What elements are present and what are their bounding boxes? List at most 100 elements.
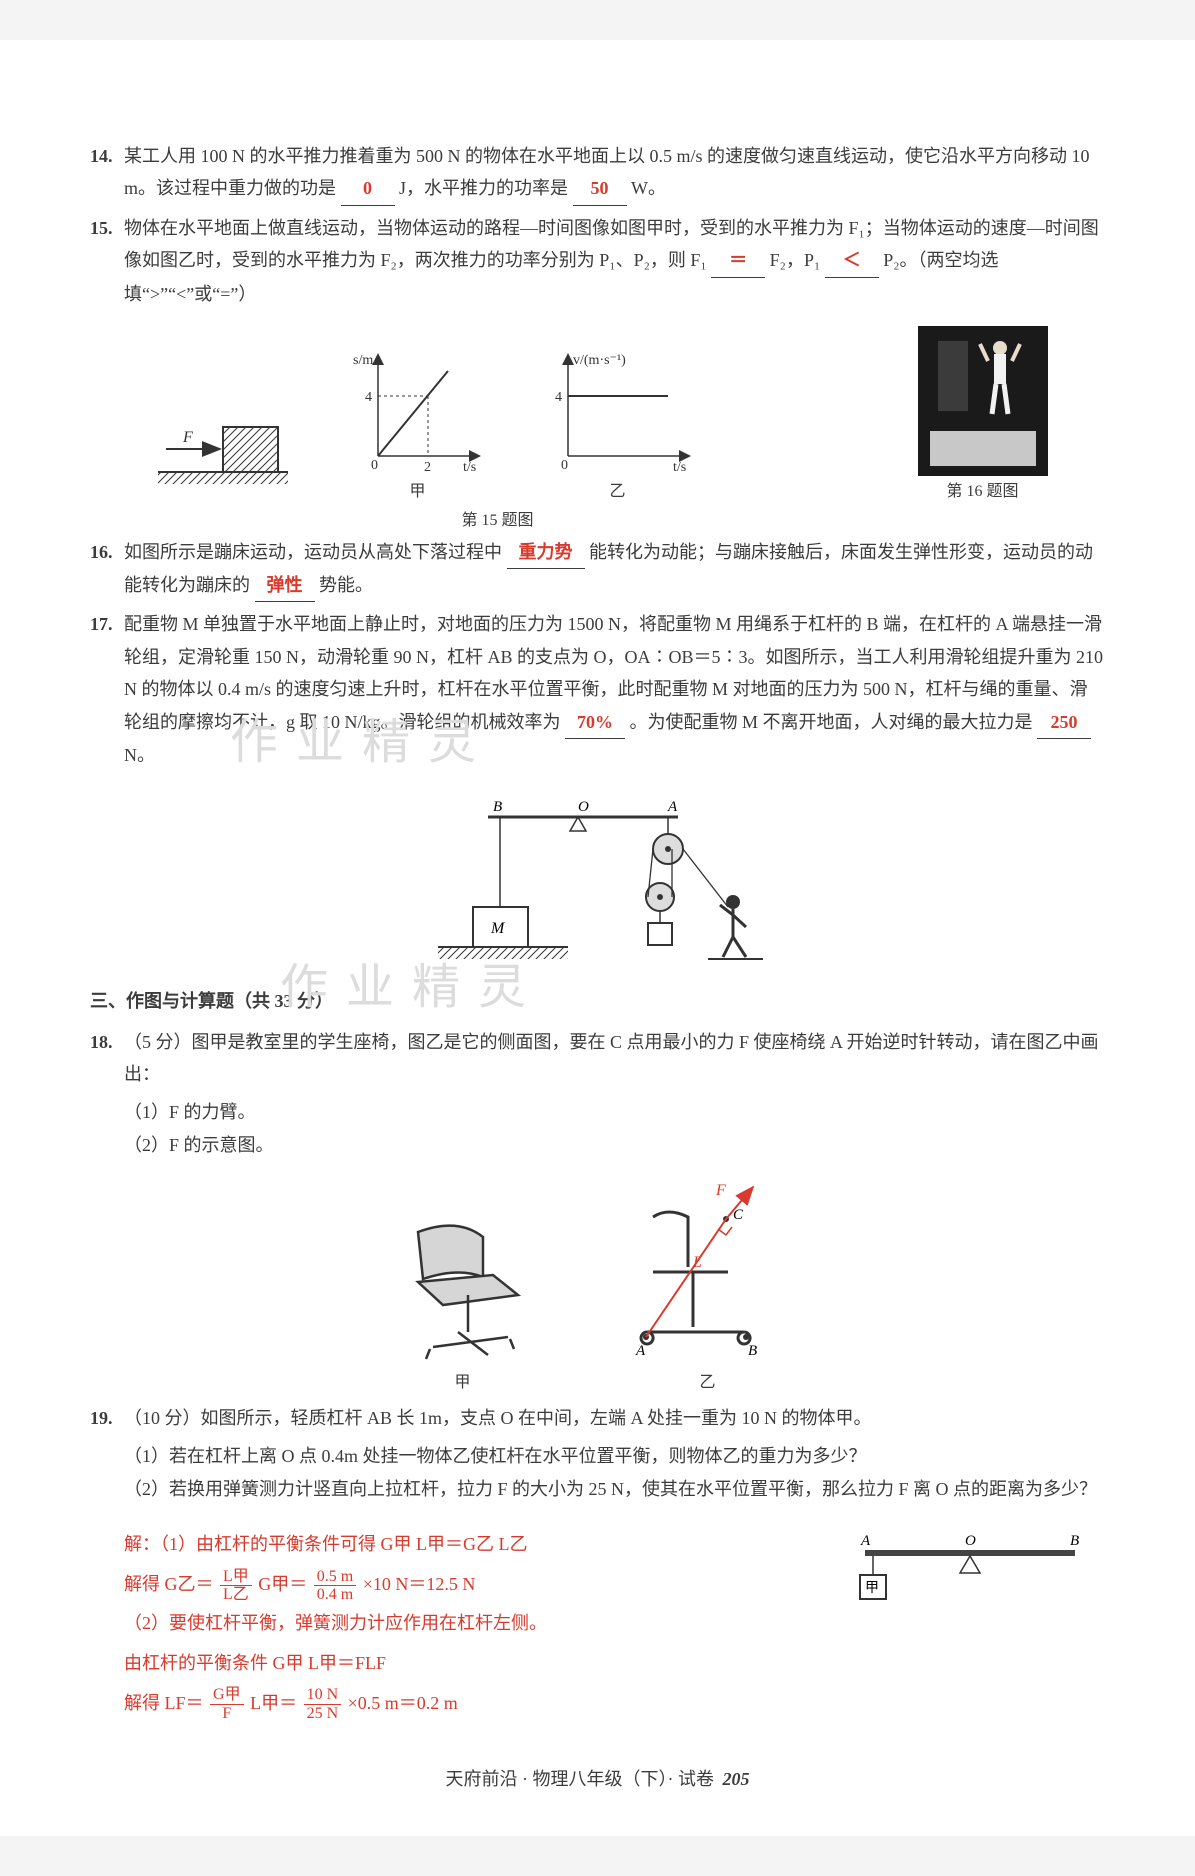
q19-p2: （2）若换用弹簧测力计竖直向上拉杠杆，拉力 F 的大小为 25 N，使其在水平位… [124, 1473, 1105, 1505]
graph-jia-icon: s/m t/s 0 4 2 [348, 346, 488, 476]
q16-answer-2: 弹性 [255, 569, 315, 602]
q14-answer-1: 0 [341, 172, 395, 205]
q17-label-o: O [578, 799, 589, 815]
q19-l2f2d: 0.4 m [314, 1586, 356, 1604]
q18-label-b: B [748, 1343, 757, 1359]
q15-answer-1: ＝ [711, 244, 765, 277]
q19-l2f2n: 0.5 m [314, 1568, 356, 1587]
fig-16-photo: 第 16 题图 [918, 326, 1048, 507]
graph-jia-xtick: 2 [424, 460, 431, 475]
q17-body: 配重物 M 单独置于水平地面上静止时，对地面的压力为 1500 N，将配重物 M… [124, 608, 1105, 771]
q19-l2f1n: L甲 [220, 1568, 252, 1587]
q18-num: 18. [90, 1026, 124, 1091]
q19-body: （10 分）如图所示，轻质杠杆 AB 长 1m，支点 O 在中间，左端 A 处挂… [124, 1402, 1105, 1434]
q19-label-a: A [860, 1533, 871, 1549]
fig-16-caption: 第 16 题图 [918, 478, 1048, 507]
q16-answer-1: 重力势 [507, 536, 585, 569]
fig-15-graph-yi: v/(m·s⁻¹) t/s 0 4 乙 [538, 346, 698, 507]
pulley-lever-icon: M B O A [428, 787, 768, 967]
question-15: 15. 物体在水平地面上做直线运动，当物体运动的路程—时间图像如图甲时，受到的水… [90, 212, 1105, 310]
footer-page: 205 [723, 1769, 750, 1789]
q18-body: （5 分）图甲是教室里的学生座椅，图乙是它的侧面图，要在 C 点用最小的力 F … [124, 1026, 1105, 1091]
q19-sol-l1: 解：（1）由杠杆的平衡条件可得 G甲 L甲＝G乙 L乙 [124, 1525, 845, 1565]
fig-18-yi-label: 乙 [598, 1369, 818, 1398]
graph-yi-icon: v/(m·s⁻¹) t/s 0 4 [538, 346, 698, 476]
q17-label-b: B [493, 799, 502, 815]
q19-sol-l2: 解得 G乙＝ L甲L乙 G甲＝ 0.5 m0.4 m ×10 N＝12.5 N [124, 1565, 845, 1605]
q14-text-c: W。 [631, 178, 666, 198]
q18-label-a: A [635, 1343, 646, 1359]
question-16: 16. 如图所示是蹦床运动，运动员从高处下落过程中 重力势 能转化为动能；与蹦床… [90, 536, 1105, 603]
q17-text-b: 。为使配重物 M 不离开地面，人对绳的最大拉力是 [630, 712, 1033, 732]
chair-3d-icon [378, 1197, 548, 1367]
question-14: 14. 某工人用 100 N 的水平推力推着重为 500 N 的物体在水平地面上… [90, 140, 1105, 206]
q19-l5f2d: 25 N [304, 1705, 342, 1723]
q19-l5f2n: 10 N [304, 1686, 342, 1705]
q19-label-jia: 甲 [865, 1581, 879, 1596]
q19-l2f1d: L乙 [220, 1586, 252, 1604]
figure-17: M B O A [90, 787, 1105, 967]
q18-p2: （2）F 的示意图。 [124, 1129, 1105, 1161]
q18-text-a: （5 分）图甲是教室里的学生座椅，图乙是它的侧面图，要在 C 点用最小的力 F … [124, 1032, 1099, 1084]
graph-yi-xlabel: t/s [673, 460, 686, 475]
fig-15-block: F [148, 397, 298, 507]
figure-18: 甲 A [90, 1177, 1105, 1398]
q17-label-m: M [490, 920, 506, 937]
question-19: 19. （10 分）如图所示，轻质杠杆 AB 长 1m，支点 O 在中间，左端 … [90, 1402, 1105, 1434]
q19-l5f1d: F [210, 1705, 244, 1723]
figure-row-15-16: F s/m t/s 0 4 2 甲 [90, 326, 1105, 507]
fig-15-graph-jia: s/m t/s 0 4 2 甲 [348, 346, 488, 507]
q18-label-f: F [715, 1182, 726, 1199]
svg-text:0: 0 [561, 458, 568, 473]
graph-yi-sub: 乙 [538, 478, 698, 507]
q19-sol-l2c: ×10 N＝12.5 N [363, 1574, 476, 1594]
graph-jia-ylabel: s/m [353, 353, 373, 368]
q19-num: 19. [90, 1402, 124, 1434]
fig-18-yi: A B C L F 乙 [598, 1177, 818, 1398]
figure-19: A O B 甲 [845, 1525, 1105, 1615]
q19-p1: （1）若在杠杆上离 O 点 0.4m 处挂一物体乙使杠杆在水平位置平衡，则物体乙… [124, 1440, 1105, 1472]
q19-sol-l5c: ×0.5 m＝0.2 m [348, 1693, 458, 1713]
q16-num: 16. [90, 536, 124, 603]
q15-text-b: F₂，P₁ [770, 250, 821, 270]
q15-body: 物体在水平地面上做直线运动，当物体运动的路程—时间图像如图甲时，受到的水平推力为… [124, 212, 1105, 310]
q16-text-a: 如图所示是蹦床运动，运动员从高处下落过程中 [124, 542, 502, 562]
q17-label-a: A [667, 799, 678, 815]
q18-p1: （1）F 的力臂。 [124, 1096, 1105, 1128]
q16-text-c: 势能。 [319, 575, 373, 595]
q15-answer-2: ＜ [825, 244, 879, 277]
q19-sol-l2b: G甲＝ [258, 1574, 307, 1594]
chair-side-icon: A B C L F [598, 1177, 818, 1367]
graph-jia-sub: 甲 [348, 478, 488, 507]
q16-body: 如图所示是蹦床运动，运动员从高处下落过程中 重力势 能转化为动能；与蹦床接触后，… [124, 536, 1105, 603]
q17-text-c: N。 [124, 745, 155, 765]
trampoline-photo-icon [918, 326, 1048, 476]
question-17: 17. 配重物 M 单独置于水平地面上静止时，对地面的压力为 1500 N，将配… [90, 608, 1105, 771]
q15-num: 15. [90, 212, 124, 310]
q14-text-b: J，水平推力的功率是 [399, 178, 568, 198]
fig-18-jia-label: 甲 [378, 1369, 548, 1398]
q19-solution-row: 解：（1）由杠杆的平衡条件可得 G甲 L甲＝G乙 L乙 解得 G乙＝ L甲L乙 … [90, 1525, 1105, 1723]
page: 作业精灵 作业精灵 14. 某工人用 100 N 的水平推力推着重为 500 N… [0, 40, 1195, 1836]
page-footer: 天府前沿 · 物理八年级（下）· 试卷 205 [90, 1763, 1105, 1795]
lever-q19-icon: A O B 甲 [845, 1525, 1095, 1615]
graph-yi-ytick: 4 [555, 390, 562, 405]
q19-l5f1n: G甲 [210, 1686, 244, 1705]
q17-answer-2: 250 [1037, 706, 1091, 739]
svg-text:0: 0 [371, 458, 378, 473]
graph-yi-ylabel: v/(m·s⁻¹) [573, 353, 626, 368]
q19-sol-l5a: 解得 LF＝ [124, 1693, 204, 1713]
q14-answer-2: 50 [573, 172, 627, 205]
q14-body: 某工人用 100 N 的水平推力推着重为 500 N 的物体在水平地面上以 0.… [124, 140, 1105, 206]
q19-sol-l2a: 解得 G乙＝ [124, 1574, 214, 1594]
graph-jia-ytick: 4 [365, 390, 372, 405]
q19-sol-l5: 解得 LF＝ G甲F L甲＝ 10 N25 N ×0.5 m＝0.2 m [124, 1684, 845, 1724]
q19-sol-l4: 由杠杆的平衡条件 G甲 L甲＝FLF [124, 1644, 845, 1684]
fig-15-caption: 第 15 题图 [0, 507, 1105, 536]
section-3-title: 三、作图与计算题（共 33 分） [90, 985, 1105, 1017]
svg-text:F: F [182, 429, 193, 446]
q19-sol-l5b: L甲＝ [250, 1693, 297, 1713]
q17-answer-1: 70% [565, 706, 625, 739]
q14-num: 14. [90, 140, 124, 206]
question-18: 18. （5 分）图甲是教室里的学生座椅，图乙是它的侧面图，要在 C 点用最小的… [90, 1026, 1105, 1091]
